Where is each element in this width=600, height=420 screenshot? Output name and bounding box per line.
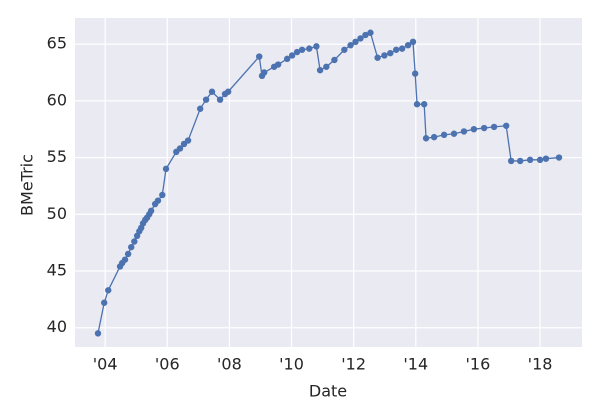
data-point xyxy=(323,63,330,70)
data-point xyxy=(306,45,313,52)
data-point xyxy=(420,101,428,108)
data-point xyxy=(422,135,430,142)
data-point xyxy=(409,38,417,46)
data-point xyxy=(357,35,364,42)
x-axis-label: Date xyxy=(309,382,347,401)
data-point xyxy=(184,137,192,144)
x-tick-label: '14 xyxy=(403,355,428,374)
data-point xyxy=(256,53,263,60)
data-point xyxy=(101,299,108,306)
y-axis-label: BMeTric xyxy=(18,154,37,216)
data-point xyxy=(381,52,388,59)
data-point xyxy=(298,46,306,53)
data-point xyxy=(502,122,510,129)
data-point xyxy=(470,125,478,133)
data-point xyxy=(516,157,524,165)
data-point xyxy=(430,133,438,141)
data-point xyxy=(413,101,421,108)
data-point xyxy=(216,96,224,103)
data-point xyxy=(374,54,381,61)
data-point xyxy=(224,88,232,95)
y-tick-label: 55 xyxy=(47,147,67,166)
data-point xyxy=(393,46,400,53)
data-point xyxy=(128,243,135,251)
data-point xyxy=(313,43,320,50)
data-point xyxy=(555,154,563,161)
data-point xyxy=(398,45,406,52)
data-point xyxy=(176,145,184,152)
data-point xyxy=(196,105,204,112)
data-point xyxy=(331,56,338,64)
y-tick-label: 40 xyxy=(47,317,67,336)
data-point xyxy=(159,191,166,199)
data-point xyxy=(526,156,534,164)
x-tick-label: '04 xyxy=(93,355,118,374)
x-tick-label: '18 xyxy=(528,355,553,374)
data-point xyxy=(316,66,324,74)
x-tick-label: '16 xyxy=(466,355,491,374)
y-tick-label: 60 xyxy=(47,90,67,109)
data-point xyxy=(162,165,170,173)
data-point xyxy=(480,124,488,132)
x-tick-label: '12 xyxy=(341,355,366,374)
data-point xyxy=(288,52,296,59)
data-point xyxy=(404,42,412,49)
data-point xyxy=(341,46,348,53)
data-point xyxy=(536,156,544,164)
data-point xyxy=(154,197,162,204)
data-point xyxy=(293,48,301,56)
data-point xyxy=(121,256,129,263)
data-point xyxy=(147,207,155,215)
data-point xyxy=(202,96,210,103)
data-point xyxy=(208,88,216,95)
data-point xyxy=(347,42,354,49)
data-point xyxy=(411,70,419,77)
data-point xyxy=(94,330,102,337)
data-point xyxy=(490,123,498,131)
data-point xyxy=(274,61,282,68)
data-point xyxy=(450,130,458,137)
data-point xyxy=(542,155,550,162)
data-point xyxy=(507,157,515,165)
y-tick-label: 50 xyxy=(47,204,67,223)
x-tick-label: '10 xyxy=(279,355,304,374)
data-point xyxy=(260,69,268,76)
data-point xyxy=(124,250,132,258)
data-point xyxy=(105,287,112,294)
data-point xyxy=(367,29,374,36)
data-point xyxy=(362,31,369,39)
x-tick-label: '08 xyxy=(217,355,242,374)
data-point xyxy=(352,38,359,46)
data-point xyxy=(283,55,291,63)
data-point xyxy=(387,49,394,57)
y-tick-label: 65 xyxy=(47,34,67,53)
data-point xyxy=(440,131,448,139)
x-tick-label: '06 xyxy=(155,355,180,374)
data-point xyxy=(460,128,468,135)
plot-area xyxy=(75,18,582,347)
data-point xyxy=(131,238,138,245)
y-tick-label: 45 xyxy=(47,260,67,279)
